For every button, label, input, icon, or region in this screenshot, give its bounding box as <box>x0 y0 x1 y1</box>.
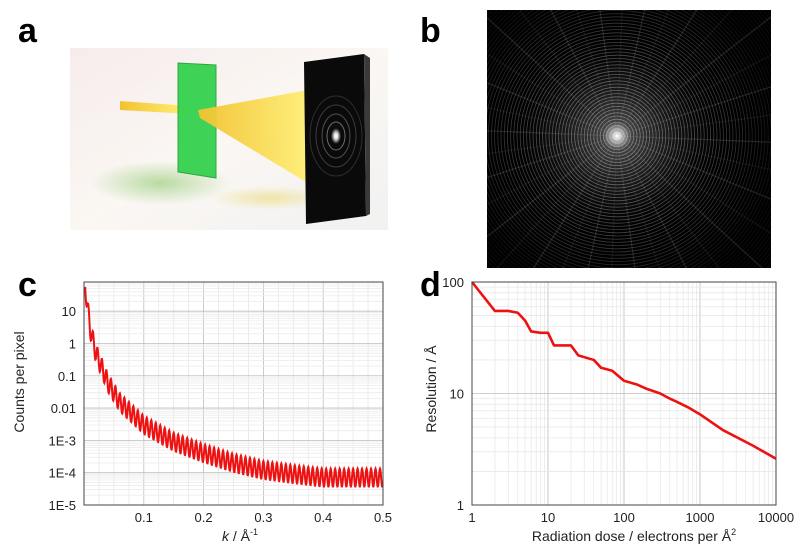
beam-shadow <box>210 186 330 210</box>
chart-d-y-tick-label: 10 <box>450 387 464 402</box>
chart-d-x-tick-label: 10000 <box>758 510 794 525</box>
fringe-ring <box>494 13 740 259</box>
chart-d-plot-frame <box>471 281 777 506</box>
fringe-ring <box>487 10 766 268</box>
chart-c-y-tick-label: 0.1 <box>58 369 76 384</box>
chart-c-y-ticks: 1E-5 1E-4 1E-3 0.01 0.1 1 10 <box>49 304 76 513</box>
chart-c-x-tick-label: 0.1 <box>135 510 153 525</box>
chart-d-x-axis-label: Radiation dose / electrons per Å2 <box>532 527 736 544</box>
diffraction-pattern-on-detector <box>309 95 363 177</box>
chart-c-y-tick-label: 1E-4 <box>49 466 76 481</box>
chart-c-y-tick-label: 1 <box>69 336 76 351</box>
chart-d-y-ticks: 1 10 100 <box>442 275 464 513</box>
chart-c-x-axis-variable: k <box>222 528 230 544</box>
scattered-beam-cone <box>198 90 316 188</box>
fringe-ring <box>487 10 750 268</box>
chart-c-x-axis-exponent: -1 <box>250 527 258 537</box>
chart-d-x-tick-label: 100 <box>613 510 635 525</box>
chart-c-x-tick-label: 0.5 <box>374 510 392 525</box>
panel-letter-c: c <box>18 266 37 304</box>
chart-c-plot-frame <box>83 281 384 506</box>
chart-c-y-tick-label: 1E-5 <box>49 498 76 513</box>
chart-c-x-tick-label: 0.4 <box>314 510 332 525</box>
chart-d-x-tick-label: 1 <box>468 510 475 525</box>
chart-d-grid <box>471 281 777 506</box>
fringe-ring <box>487 10 756 268</box>
chart-d-y-axis-label: Resolution / Å <box>423 345 439 433</box>
chart-c-x-tick-label: 0.3 <box>254 510 272 525</box>
fringe-ring <box>487 10 753 268</box>
chart-c-y-tick-label: 10 <box>62 304 76 319</box>
chart-d-x-tick-label: 1000 <box>686 510 715 525</box>
fringe-ring <box>497 16 737 256</box>
fringe-ring <box>503 22 731 250</box>
chart-resolution-vs-dose: 1 10 100 1000 10000 1 10 100 Resolution / Å Ra… <box>423 275 794 544</box>
fringe-ring <box>487 10 759 268</box>
panel-letter-a: a <box>18 12 37 50</box>
chart-c-x-axis-unit: / Å <box>229 528 251 544</box>
sample-plane <box>177 62 217 179</box>
central-peak <box>603 122 631 150</box>
chart-c-y-tick-label: 0.01 <box>51 401 76 416</box>
fringe-ring <box>500 19 734 253</box>
chart-c-x-tick-label: 0.2 <box>195 510 213 525</box>
chart-c-x-ticks: 0.1 0.2 0.3 0.4 0.5 <box>135 510 392 525</box>
fringe-ring <box>487 10 769 268</box>
panel-letter-d: d <box>420 266 441 304</box>
chart-counts-per-pixel: 0.1 0.2 0.3 0.4 0.5 1E-5 1E-4 1E-3 0.01 0.1 1 10 C… <box>11 281 392 544</box>
panel-letter-b: b <box>420 12 441 50</box>
experiment-schematic <box>70 48 388 230</box>
detector-edge <box>364 54 370 216</box>
chart-d-x-ticks: 1 10 100 1000 10000 <box>468 510 794 525</box>
chart-c-series-line <box>84 286 384 488</box>
chart-c-y-axis-label: Counts per pixel <box>11 331 27 432</box>
fringe-ring <box>491 10 743 262</box>
fringe-ring <box>487 10 747 266</box>
chart-c-y-tick-label: 1E-3 <box>49 433 76 448</box>
fringe-ring <box>487 10 763 268</box>
chart-d-y-tick-label: 1 <box>457 498 464 513</box>
chart-d-x-axis-exponent: 2 <box>731 527 736 537</box>
diffraction-pattern <box>487 10 771 268</box>
chart-d-series-line <box>470 281 777 460</box>
chart-d-y-tick-label: 100 <box>442 275 464 290</box>
chart-d-x-tick-label: 10 <box>541 510 555 525</box>
chart-d-x-axis-text: Radiation dose / electrons per Å <box>532 528 732 544</box>
chart-c-x-axis-label: k / Å-1 <box>222 527 258 544</box>
incident-beam <box>120 101 190 114</box>
